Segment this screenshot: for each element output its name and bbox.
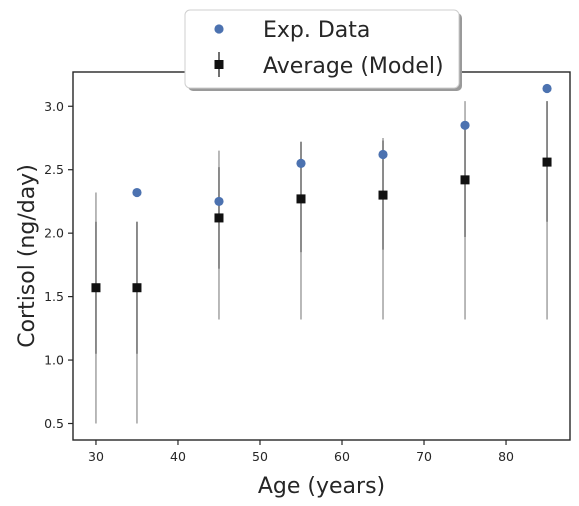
model-error-bars xyxy=(95,101,548,424)
model-average-point xyxy=(378,190,388,200)
legend-model-marker xyxy=(214,60,224,69)
exp-data-point xyxy=(296,158,306,168)
legend: Exp. Data Average (Model) xyxy=(184,9,462,91)
x-tick-label: 50 xyxy=(252,449,268,464)
model-average-point xyxy=(460,175,470,185)
plot-frame xyxy=(72,71,571,441)
exp-data-point xyxy=(132,187,142,198)
y-axis-label: Cortisol (ng/day) xyxy=(15,164,40,348)
legend-model-label: Average (Model) xyxy=(263,54,444,79)
legend-exp-marker xyxy=(214,24,224,34)
x-axis-ticks: 30 40 50 60 70 80 xyxy=(88,440,514,464)
x-tick-label: 60 xyxy=(334,449,350,464)
x-tick-label: 40 xyxy=(170,449,186,464)
y-tick-label: 3.0 xyxy=(44,99,64,114)
model-average-point xyxy=(132,283,142,293)
model-average-point xyxy=(91,283,101,293)
model-average-point xyxy=(296,194,306,204)
x-tick-label: 80 xyxy=(498,449,514,464)
exp-data-point xyxy=(460,120,470,130)
x-tick-label: 30 xyxy=(88,449,104,464)
legend-box xyxy=(184,9,460,89)
y-tick-label: 2.5 xyxy=(44,162,64,177)
legend-exp-label: Exp. Data xyxy=(263,18,370,43)
model-average-point xyxy=(214,213,224,223)
model-average-point xyxy=(542,157,552,167)
y-axis-ticks: 0.5 1.0 1.5 2.0 2.5 3.0 xyxy=(44,99,73,431)
y-tick-label: 1.5 xyxy=(44,289,64,304)
exp-data-point xyxy=(214,196,224,207)
y-tick-label: 1.0 xyxy=(44,353,64,368)
x-axis-label: Age (years) xyxy=(258,474,385,499)
exp-data-point xyxy=(378,149,388,160)
x-tick-label: 70 xyxy=(416,449,432,464)
exp-data-point xyxy=(542,83,552,94)
data-markers xyxy=(91,83,552,293)
y-tick-label: 2.0 xyxy=(44,226,64,241)
y-tick-label: 0.5 xyxy=(44,416,64,431)
